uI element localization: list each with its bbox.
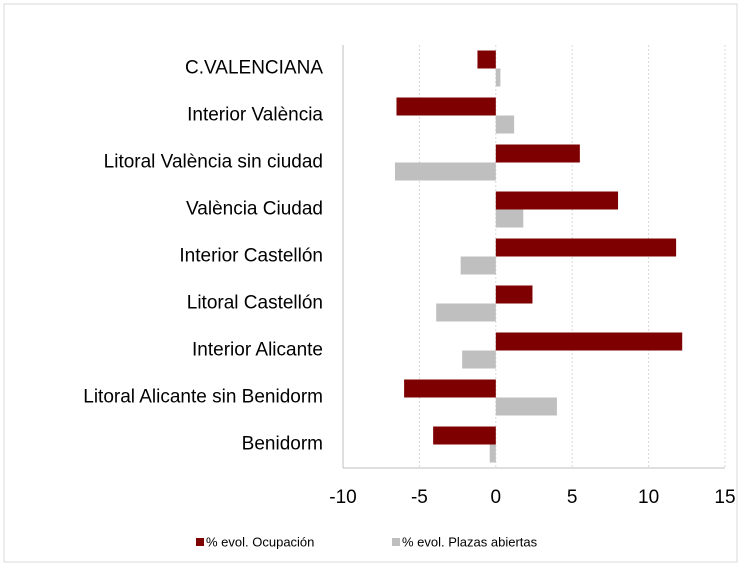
bar xyxy=(495,209,524,228)
category-label: C.VALENCIANA xyxy=(185,58,323,79)
chart-frame xyxy=(3,3,738,563)
bar xyxy=(394,162,496,181)
x-tick-label: 10 xyxy=(638,487,659,508)
bar xyxy=(436,303,496,322)
bar xyxy=(495,332,683,351)
category-label: Litoral València sin ciudad xyxy=(104,152,323,173)
category-label: Interior Castellón xyxy=(179,246,323,267)
category-label: Benidorm xyxy=(242,434,323,455)
bar xyxy=(495,191,619,210)
legend-swatch xyxy=(196,538,204,546)
bar xyxy=(495,115,515,134)
bar xyxy=(495,238,677,257)
bar xyxy=(489,444,496,463)
category-label: València Ciudad xyxy=(186,199,323,220)
x-tick-label: -10 xyxy=(329,487,356,508)
bar xyxy=(404,379,496,398)
x-tick-label: 15 xyxy=(714,487,735,508)
legend-label: % evol. Ocupación xyxy=(206,534,314,549)
bar xyxy=(495,144,580,163)
x-tick-label: 5 xyxy=(567,487,578,508)
category-label: Interior Alicante xyxy=(192,340,323,361)
bar xyxy=(495,68,501,87)
x-tick-label: 0 xyxy=(491,487,502,508)
category-label: Interior València xyxy=(187,105,323,126)
bar xyxy=(495,285,533,304)
category-label: Litoral Alicante sin Benidorm xyxy=(83,387,323,408)
bar xyxy=(460,256,496,275)
bar xyxy=(495,397,557,416)
bar xyxy=(433,426,496,445)
bar xyxy=(477,50,496,69)
legend-swatch xyxy=(392,538,400,546)
legend-label: % evol. Plazas abiertas xyxy=(402,534,538,549)
bar xyxy=(396,97,496,116)
bar xyxy=(462,350,496,369)
category-label: Litoral Castellón xyxy=(187,293,323,314)
x-tick-label: -5 xyxy=(411,487,428,508)
